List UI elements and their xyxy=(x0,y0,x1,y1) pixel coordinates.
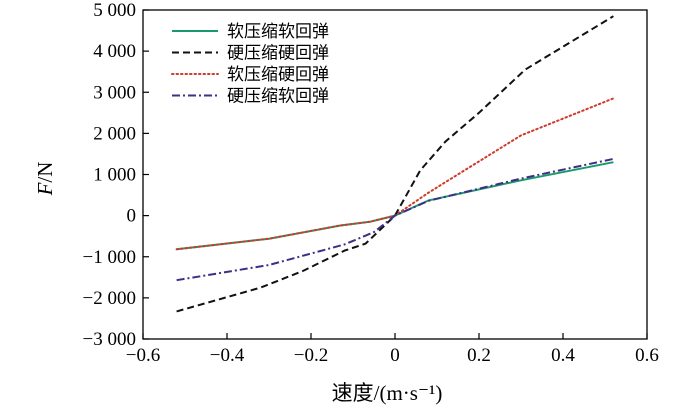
x-tick-label: 0.2 xyxy=(467,345,491,366)
x-tick-label: 0.4 xyxy=(551,345,575,366)
y-tick-label: 4 000 xyxy=(93,41,136,62)
x-tick-label: 0 xyxy=(390,345,400,366)
x-tick-label: −0.4 xyxy=(210,345,245,366)
legend-label: 软压缩硬回弹 xyxy=(227,65,329,85)
series-line-4 xyxy=(176,157,614,282)
y-axis-label-symbol: F xyxy=(33,182,57,196)
x-tick-label: −0.6 xyxy=(126,345,160,366)
y-tick-label: 5 000 xyxy=(93,0,136,21)
series-line-3 xyxy=(175,97,615,251)
x-axis-ticks: −0.6 −0.4 −0.2 0 0.2 0.4 0.6 xyxy=(126,333,659,366)
y-tick-label: −1 000 xyxy=(83,247,136,268)
series-layer xyxy=(175,15,615,313)
x-tick-label: −0.2 xyxy=(294,345,328,366)
x-axis-label: 速度/(m·s⁻¹) xyxy=(332,381,443,405)
y-axis-label-unit: /N xyxy=(33,162,57,183)
y-tick-label: 2 000 xyxy=(93,123,136,144)
series-line-2 xyxy=(176,15,614,313)
legend-label: 软压缩软回弹 xyxy=(227,22,329,42)
y-tick-label: 0 xyxy=(127,206,137,227)
x-tick-label: 0.6 xyxy=(635,345,659,366)
y-tick-label: 3 000 xyxy=(93,82,136,103)
legend-label: 硬压缩软回弹 xyxy=(227,87,329,107)
y-tick-label: 1 000 xyxy=(93,165,136,186)
y-axis-ticks: −3 000 −2 000 −1 000 0 1 000 2 000 3 000 4 000 5… xyxy=(83,0,149,350)
y-axis-label: F/N xyxy=(33,162,57,197)
y-tick-label: −3 000 xyxy=(83,329,136,350)
legend-label: 硬压缩硬回弹 xyxy=(227,44,329,64)
plot-frame xyxy=(142,9,648,340)
y-tick-label: −2 000 xyxy=(83,288,136,309)
plot-border xyxy=(142,9,648,340)
series-line-1 xyxy=(176,161,614,251)
